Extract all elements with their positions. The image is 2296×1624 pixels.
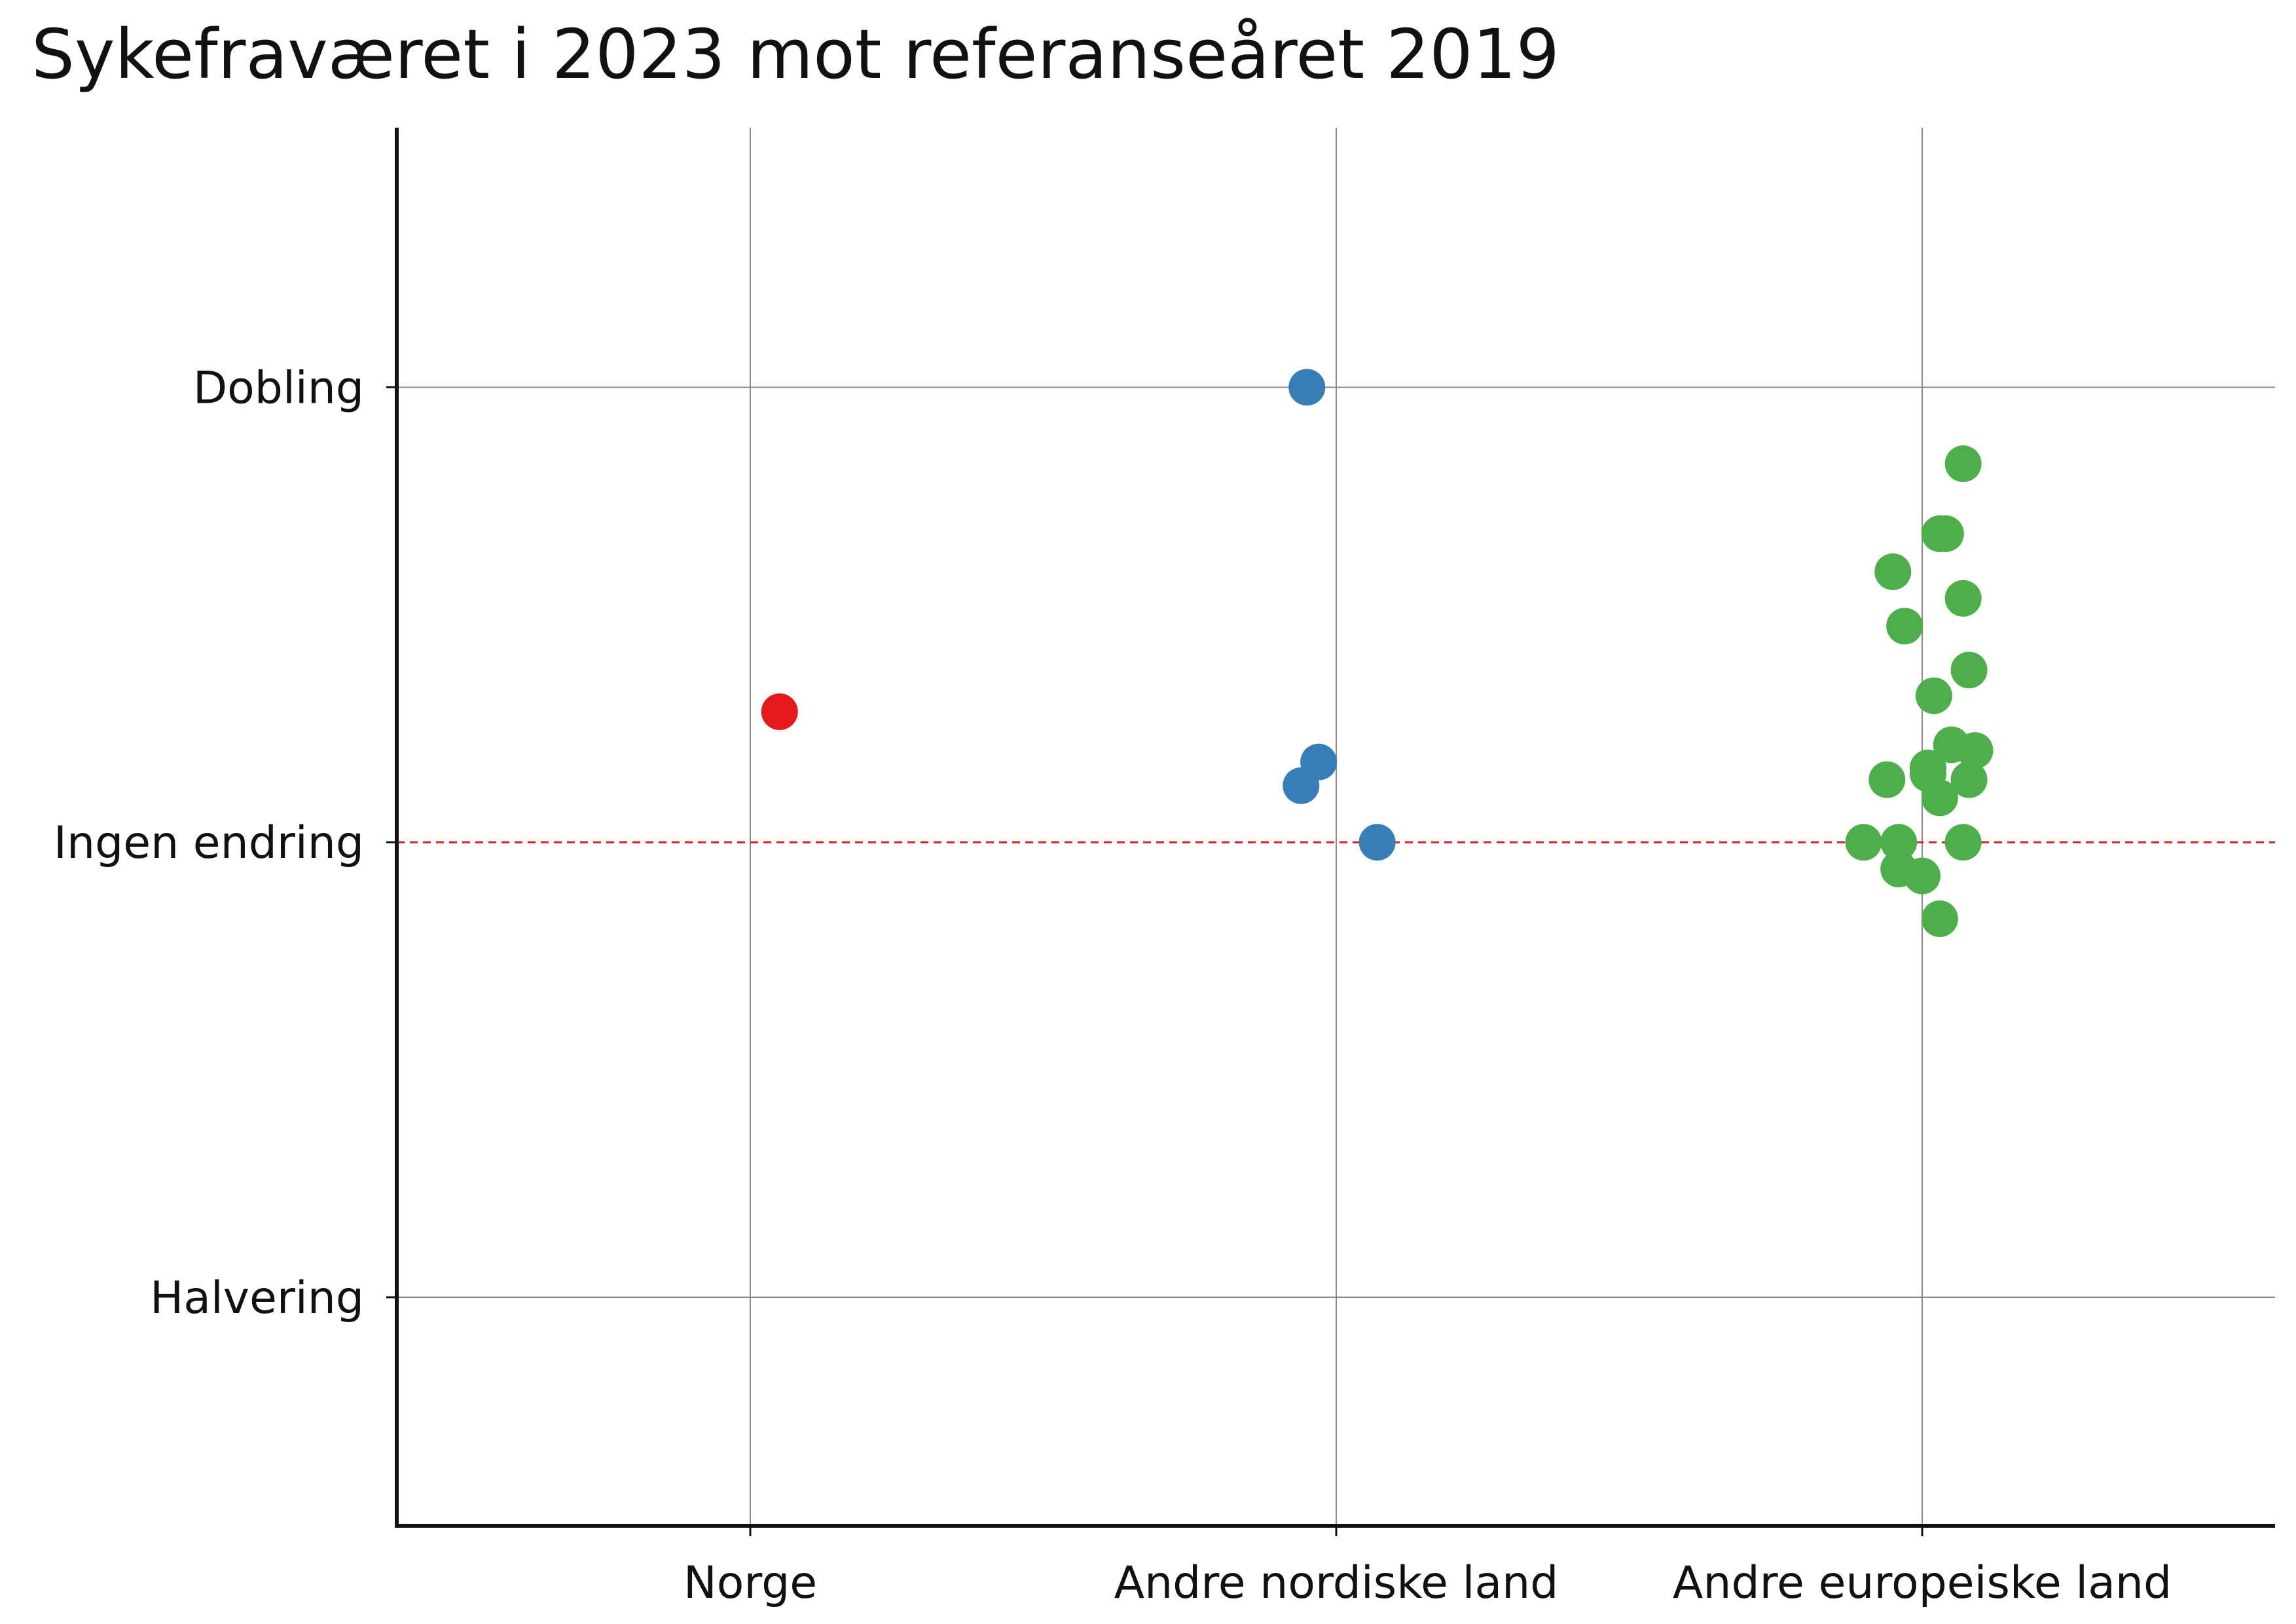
data-points bbox=[761, 369, 1994, 938]
data-point bbox=[1950, 652, 1988, 689]
data-point bbox=[1868, 761, 1906, 798]
y-tick-label: Halvering bbox=[150, 1272, 364, 1324]
data-point bbox=[1921, 900, 1958, 938]
data-point bbox=[1944, 824, 1982, 861]
data-point bbox=[1845, 824, 1882, 861]
data-point bbox=[1886, 608, 1923, 645]
data-point bbox=[1950, 761, 1988, 798]
x-tick-label: Andre nordiske land bbox=[1114, 1557, 1559, 1609]
data-point bbox=[1904, 857, 1941, 895]
tick-labels: Norge Andre nordiske land Andre europeiske… bbox=[54, 362, 2172, 1609]
data-point bbox=[1283, 767, 1320, 804]
y-tick-label: Ingen endring bbox=[54, 817, 364, 869]
data-point bbox=[1915, 677, 1952, 714]
data-point bbox=[1880, 824, 1918, 861]
data-point bbox=[1358, 824, 1396, 861]
x-tick-label: Andre europeiske land bbox=[1673, 1557, 2172, 1609]
data-point bbox=[1921, 779, 1958, 817]
data-point bbox=[1956, 732, 1994, 769]
data-point bbox=[1288, 369, 1326, 406]
data-point bbox=[1921, 515, 1958, 553]
axes bbox=[386, 128, 2275, 1536]
data-point bbox=[1944, 445, 1982, 483]
data-point bbox=[1944, 580, 1982, 617]
x-tick-label: Norge bbox=[683, 1557, 817, 1609]
grid-lines bbox=[397, 128, 2275, 1526]
y-tick-label: Dobling bbox=[193, 362, 364, 414]
chart-title: Sykefraværet i 2023 mot referanseåret 20… bbox=[31, 14, 1559, 94]
data-point bbox=[1874, 553, 1912, 591]
data-point bbox=[761, 693, 798, 730]
